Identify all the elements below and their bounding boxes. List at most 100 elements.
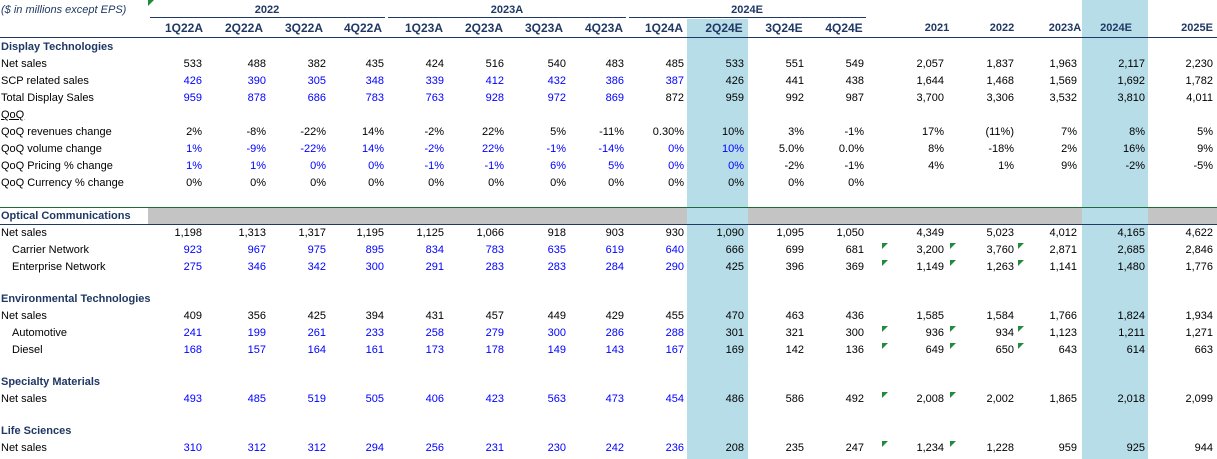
table-cell: 1,141 [1049,261,1077,273]
table-cell: -11% [599,126,624,138]
table-cell: 666 [725,244,744,256]
table-cell: -2% [784,160,804,172]
table-cell: 136 [845,344,864,356]
table-cell: 279 [485,327,504,339]
table-cell: 975 [307,244,326,256]
table-cell: 429 [605,310,624,322]
table-cell: 305 [307,75,326,87]
column-header: 1Q23A [404,21,444,35]
table-cell: 425 [307,310,326,322]
table-cell: 619 [605,244,624,256]
table-cell: 1,963 [1049,58,1077,70]
section-bottom-line [0,224,1217,225]
table-cell: 473 [605,393,624,405]
table-cell: 1,125 [416,227,444,239]
column-header: 3Q22A [284,21,324,35]
row-label: Enterprise Network [12,261,106,273]
cell-flag [882,326,888,332]
cell-flag [1018,243,1024,249]
table-cell: 22% [481,126,504,138]
table-cell: 149 [547,344,566,356]
table-cell: 488 [247,58,266,70]
table-cell: -14% [598,143,624,155]
cell-flag [148,0,154,6]
column-header: 2023A [1048,22,1082,34]
table-cell: 6% [550,160,566,172]
table-cell: 834 [425,244,444,256]
section-title: Specialty Materials [1,376,101,388]
column-header: 2021 [924,22,950,34]
table-cell: 0.30% [652,126,684,138]
row-label: QoQ volume change [1,143,102,155]
table-cell: 5% [550,126,566,138]
table-cell: 1% [250,160,266,172]
table-cell: 9% [1197,143,1213,155]
table-cell: 0% [848,177,864,189]
table-cell: 14% [361,126,384,138]
row-label: QoQ [1,109,25,121]
table-cell: 4,012 [1049,227,1077,239]
table-cell: 485 [665,58,684,70]
section-title: Life Sciences [1,425,72,437]
table-cell: 348 [365,75,384,87]
row-label: QoQ Currency % change [1,177,124,189]
column-header: 2Q24E [705,21,743,35]
table-cell: 284 [605,261,624,273]
table-cell: 230 [547,442,566,454]
table-cell: 142 [785,344,804,356]
table-cell: 406 [425,393,444,405]
table-cell: 681 [845,244,864,256]
table-cell: -22% [300,126,326,138]
table-cell: 1,569 [1049,75,1077,87]
header-underline [0,37,1217,38]
table-cell: -2% [1125,160,1145,172]
column-header: 2Q23A [464,21,504,35]
table-cell: 699 [785,244,804,256]
row-label: Net sales [1,58,47,70]
table-cell: 1,313 [238,227,266,239]
table-cell: 3% [788,126,804,138]
table-cell: 2,846 [1185,244,1213,256]
table-cell: 0.0% [838,143,864,155]
year-group-underline [629,17,866,18]
row-label: Net sales [1,310,47,322]
table-cell: 9% [1061,160,1077,172]
table-cell: 1% [998,160,1014,172]
table-cell: 143 [605,344,624,356]
table-cell: 1,195 [356,227,384,239]
cell-flag [950,326,956,332]
highlight-2q24e [687,19,748,459]
table-cell: 426 [725,75,744,87]
table-cell: 2,008 [916,393,944,405]
cell-flag [1018,343,1024,349]
table-cell: 441 [785,75,804,87]
table-cell: 17% [921,126,944,138]
table-cell: 396 [785,261,804,273]
column-header: 2025E [1181,22,1213,34]
table-cell: 455 [665,310,684,322]
table-cell: 16% [1122,143,1145,155]
table-cell: 0% [788,177,804,189]
table-cell: 686 [307,92,326,104]
table-cell: 1,585 [916,310,944,322]
table-cell: 5.0% [778,143,804,155]
table-cell: 0% [728,160,744,172]
table-cell: 294 [365,442,384,454]
row-label: Net sales [1,227,47,239]
table-cell: 1,468 [986,75,1014,87]
table-cell: 1,584 [986,310,1014,322]
table-cell: 178 [485,344,504,356]
table-cell: 5,023 [986,227,1014,239]
table-cell: 1,782 [1185,75,1213,87]
table-cell: 972 [547,92,566,104]
table-cell: 409 [183,310,202,322]
table-cell: 3,532 [1049,92,1077,104]
table-cell: 2,002 [986,393,1014,405]
table-cell: 423 [485,393,504,405]
table-cell: 5% [1197,126,1213,138]
table-cell: 470 [725,310,744,322]
row-label: Net sales [1,393,47,405]
table-cell: 635 [547,244,566,256]
table-cell: 930 [665,227,684,239]
table-cell: 168 [183,344,202,356]
